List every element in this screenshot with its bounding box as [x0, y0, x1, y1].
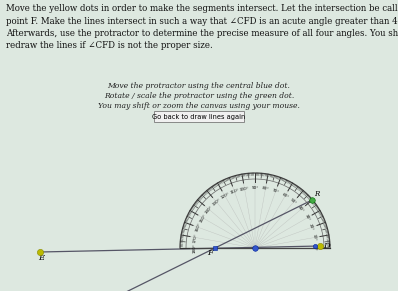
Text: 170°: 170° — [193, 233, 199, 243]
Text: 60°: 60° — [281, 192, 289, 200]
Text: 10°: 10° — [312, 234, 317, 242]
Text: 80°: 80° — [261, 186, 269, 191]
Text: Rotate / scale the protractor using the green dot.: Rotate / scale the protractor using the … — [104, 92, 294, 100]
Text: 20°: 20° — [308, 223, 314, 232]
Text: Move the protractor using the central blue dot.: Move the protractor using the central bl… — [107, 82, 291, 90]
Text: D: D — [323, 242, 330, 250]
Text: 180°: 180° — [193, 243, 197, 253]
Text: F: F — [207, 249, 213, 257]
Text: 40°: 40° — [297, 205, 305, 214]
Text: 100°: 100° — [239, 186, 250, 192]
Text: 50°: 50° — [289, 198, 298, 206]
Text: Go back to draw lines again: Go back to draw lines again — [152, 113, 246, 120]
Text: Move the yellow dots in order to make the segments intersect. Let the intersecti: Move the yellow dots in order to make th… — [6, 4, 398, 51]
Text: E: E — [38, 254, 44, 262]
Text: 130°: 130° — [211, 197, 222, 207]
Text: 70°: 70° — [271, 189, 280, 195]
FancyBboxPatch shape — [154, 111, 244, 122]
Text: 90°: 90° — [251, 186, 259, 190]
Text: 160°: 160° — [195, 222, 202, 233]
Text: 30°: 30° — [303, 214, 310, 222]
Text: 120°: 120° — [220, 192, 230, 200]
Text: 140°: 140° — [204, 204, 214, 214]
Text: R: R — [314, 190, 320, 198]
Text: You may shift or zoom the canvas using your mouse.: You may shift or zoom the canvas using y… — [98, 102, 300, 110]
Text: 150°: 150° — [199, 213, 207, 223]
Text: 110°: 110° — [229, 188, 240, 195]
Text: 0°: 0° — [313, 246, 317, 250]
